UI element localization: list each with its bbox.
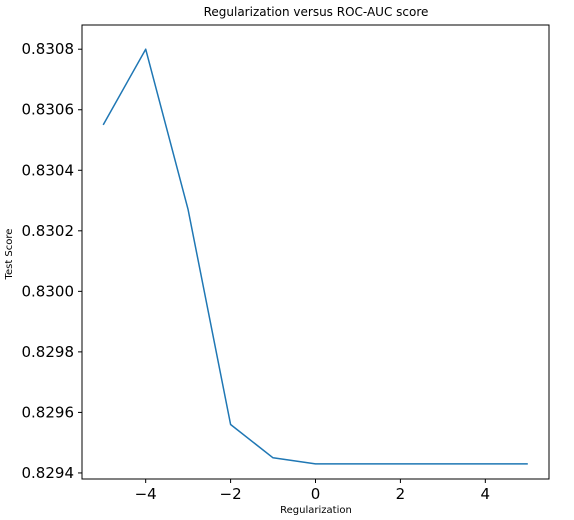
y-tick-label: 0.8308 — [22, 40, 75, 58]
chart-title: Regularization versus ROC-AUC score — [204, 5, 429, 19]
plot-area: −4 −2 0 2 4 0.8294 0.8296 0.8298 0.8300 0.8302 0.8… — [22, 24, 550, 503]
y-tick-label: 0.8298 — [22, 343, 75, 361]
y-tick-label: 0.8304 — [22, 161, 75, 179]
y-tick-label: 0.8306 — [22, 101, 75, 119]
plot-frame — [81, 24, 550, 480]
x-tick-label: −4 — [135, 485, 157, 503]
y-tick-label: 0.8302 — [22, 222, 75, 240]
series-line — [102, 48, 528, 465]
x-axis-label: Regularization — [280, 505, 352, 516]
y-tick-label: 0.8300 — [22, 282, 75, 300]
x-tick-label: −2 — [220, 485, 242, 503]
x-tick-label: 0 — [311, 485, 321, 503]
y-tick-label: 0.8296 — [22, 403, 75, 421]
x-tick-label: 4 — [481, 485, 491, 503]
x-tick-label: 2 — [396, 485, 406, 503]
y-axis-label: Test Score — [4, 229, 15, 281]
y-tick-label: 0.8294 — [22, 464, 75, 482]
